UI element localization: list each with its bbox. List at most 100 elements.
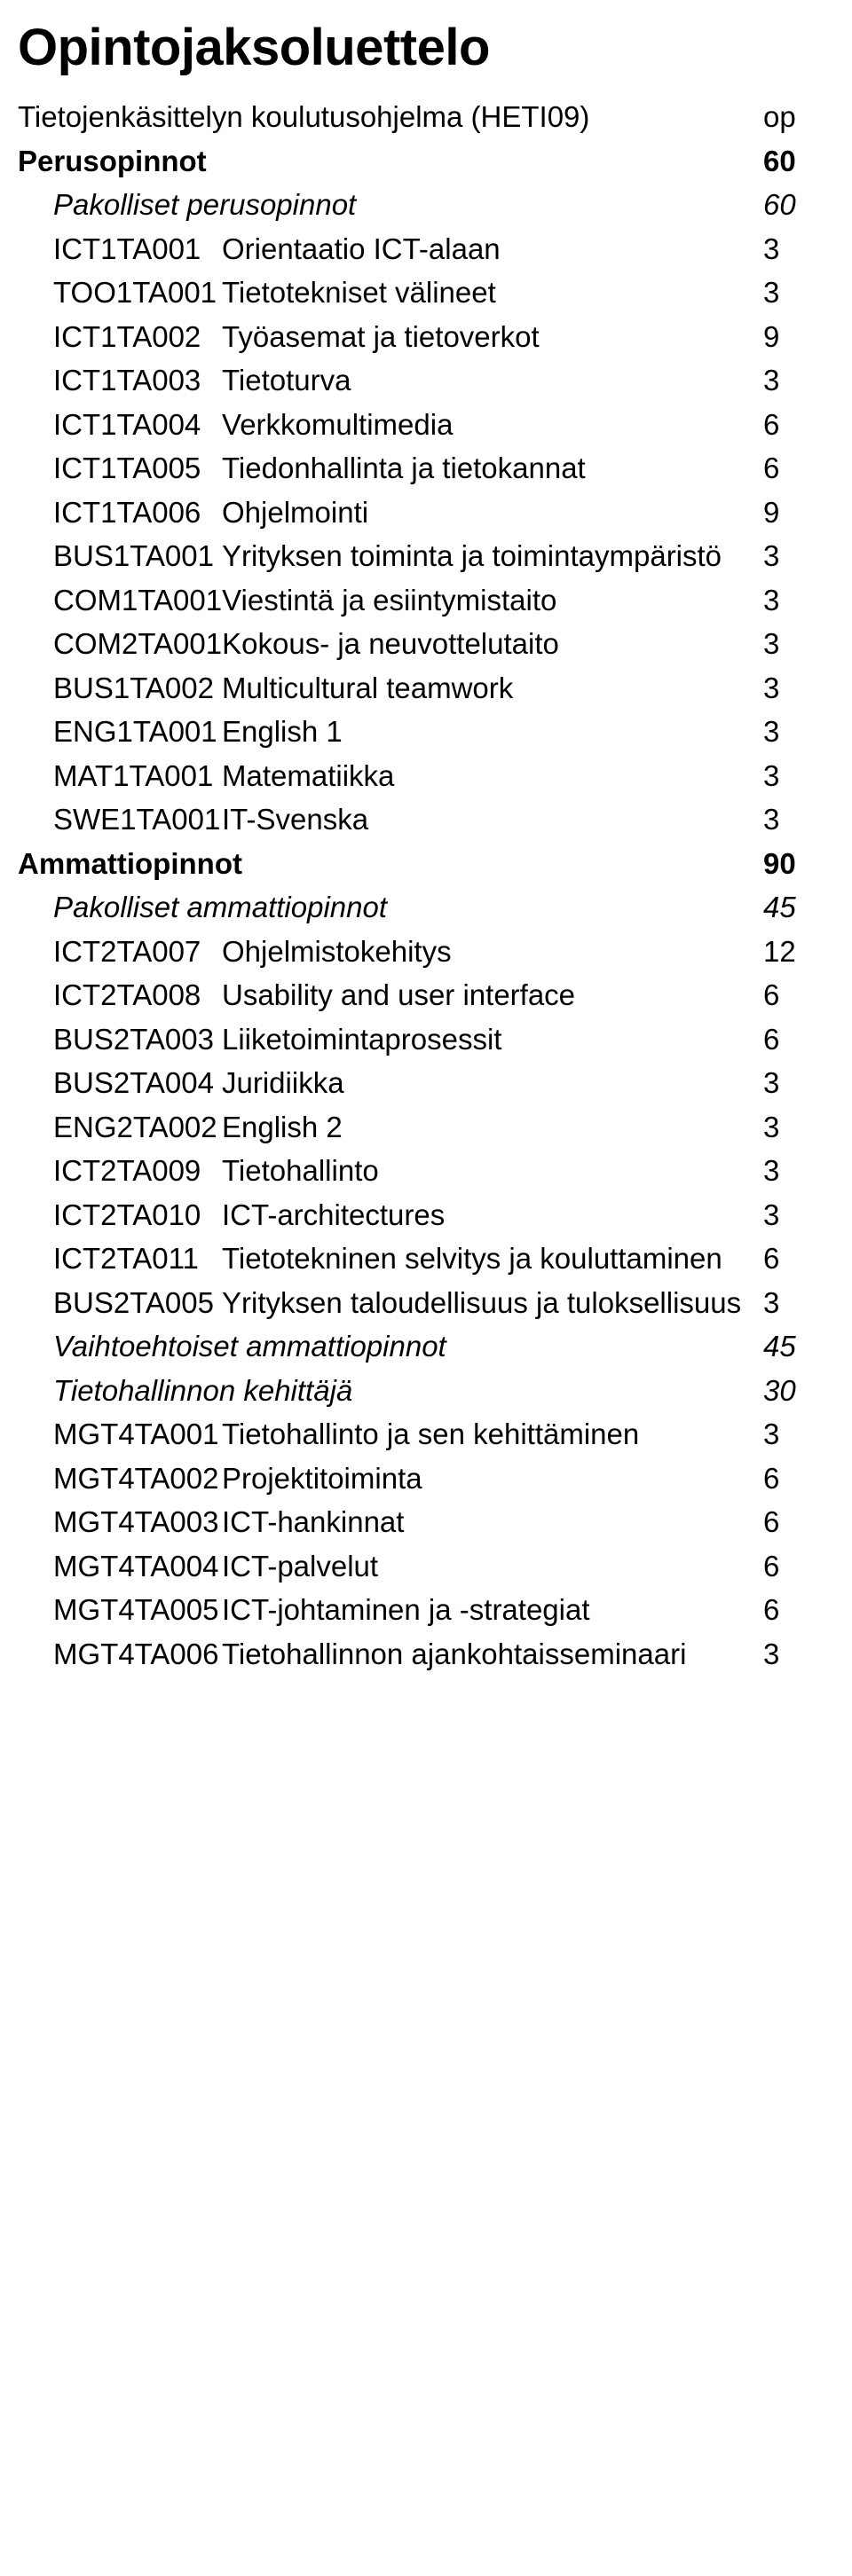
course-credits: 3 [763,578,816,623]
course-name: Ohjelmistokehitys [222,930,763,974]
course-row: ICT1TA003Tietoturva3 [18,358,816,403]
course-row: Pakolliset ammattiopinnot45 [18,885,816,930]
course-name: Työasemat ja tietoverkot [222,318,763,355]
course-name: English 1 [222,710,763,754]
course-row: MGT4TA006Tietohallinnon ajankohtaissemin… [18,1632,816,1677]
course-credits: 6 [763,1544,816,1589]
course-row: ENG1TA001English 13 [18,710,816,754]
course-name: Liiketoimintaprosessit [222,1017,763,1062]
course-row: ICT2TA009Tietohallinto3 [18,1149,816,1193]
course-name: Viestintä ja esiintymistaito [222,578,763,623]
course-credits: 6 [763,1457,816,1501]
course-credits: 6 [763,1017,816,1062]
course-name: Usability and user interface [222,973,763,1017]
course-credits: 3 [763,710,816,754]
course-code: ICT2TA008 [18,973,222,1017]
course-credits: 6 [763,1588,816,1632]
course-row: Tietohallinnon kehittäjä30 [18,1369,816,1413]
row-value: 30 [763,1369,816,1413]
course-table: Tietojenkäsittelyn koulutusohjelma (HETI… [18,95,816,1676]
row-label: Pakolliset perusopinnot [18,183,763,227]
course-name: ICT-hankinnat [222,1500,763,1544]
course-credits: 3 [763,1149,816,1193]
course-row: Tietojenkäsittelyn koulutusohjelma (HETI… [18,95,816,139]
course-row: SWE1TA001IT-Svenska3 [18,797,816,842]
course-credits: 3 [763,666,816,711]
course-code: ICT1TA002 [18,315,222,359]
row-value: 90 [763,842,816,886]
row-value: op [763,95,816,139]
course-credits: 3 [763,1061,816,1105]
course-code: ICT2TA010 [18,1193,222,1237]
course-name: Verkkomultimedia [222,403,763,447]
course-name: Projektitoiminta [222,1457,763,1501]
row-value: 45 [763,1324,816,1369]
course-row: BUS2TA003Liiketoimintaprosessit6 [18,1017,816,1062]
course-credits: 3 [763,754,816,798]
course-row: ICT1TA004Verkkomultimedia6 [18,403,816,447]
course-name: Matematiikka [222,754,763,798]
course-credits: 3 [763,271,816,315]
course-code: MGT4TA006 [18,1632,222,1677]
course-name: ICT-johtaminen ja -strategiat [222,1591,763,1628]
course-code: MGT4TA005 [18,1588,222,1632]
course-name: Yrityksen toiminta ja toimintaympäristö [222,538,763,574]
course-code: COM2TA001 [18,622,222,666]
course-name: ICT-architectures [222,1193,763,1237]
course-row: BUS1TA002Multicultural teamwork3 [18,666,816,711]
course-row: MGT4TA003ICT-hankinnat6 [18,1500,816,1544]
course-credits: 12 [763,930,816,974]
course-name: ICT-palvelut [222,1544,763,1589]
course-name: Juridiikka [222,1061,763,1105]
course-credits: 3 [763,227,816,271]
course-credits: 6 [763,973,816,1017]
course-code: ENG1TA001 [18,710,222,754]
course-row: ICT2TA007Ohjelmistokehitys12 [18,930,816,974]
course-credits: 6 [763,1500,816,1544]
course-row: ICT1TA002Työasemat ja tietoverkot9 [18,315,816,359]
row-value: 60 [763,139,816,184]
course-code: SWE1TA001 [18,797,222,842]
course-row: COM2TA001Kokous- ja neuvottelutaito3 [18,622,816,666]
course-credits: 3 [763,1632,816,1677]
course-name: Kokous- ja neuvottelutaito [222,622,763,666]
course-credits: 6 [763,446,816,491]
course-name: English 2 [222,1105,763,1150]
course-code: ICT1TA006 [18,491,222,535]
course-name: IT-Svenska [222,797,763,842]
course-credits: 3 [763,1105,816,1150]
course-code: BUS2TA004 [18,1061,222,1105]
course-row: ICT1TA001Orientaatio ICT-alaan3 [18,227,816,271]
row-value: 45 [763,885,816,930]
course-name: Tietohallinto [222,1149,763,1193]
course-credits: 3 [763,1281,816,1325]
course-code: TOO1TA001 [18,271,222,315]
course-row: ICT1TA006Ohjelmointi9 [18,491,816,535]
course-row: BUS1TA001Yrityksen toiminta ja toimintay… [18,534,816,578]
course-name: Yrityksen taloudellisuus ja tuloksellisu… [222,1284,763,1321]
course-code: MGT4TA002 [18,1457,222,1501]
course-name: Tietoturva [222,358,763,403]
course-name: Tietotekniset välineet [222,271,763,315]
course-row: MGT4TA001Tietohallinto ja sen kehittämin… [18,1412,816,1457]
course-row: Ammattiopinnot90 [18,842,816,886]
course-code: ICT2TA009 [18,1149,222,1193]
course-credits: 3 [763,358,816,403]
course-name: Tietohallinnon ajankohtaisseminaari [222,1636,763,1672]
course-row: ICT2TA010ICT-architectures3 [18,1193,816,1237]
course-row: COM1TA001Viestintä ja esiintymistaito3 [18,578,816,623]
row-label: Ammattiopinnot [18,842,763,886]
course-row: ENG2TA002English 23 [18,1105,816,1150]
course-name: Tietotekninen selvitys ja kouluttaminen [222,1240,763,1276]
course-code: ICT2TA007 [18,930,222,974]
course-row: BUS2TA005Yrityksen taloudellisuus ja tul… [18,1281,816,1325]
course-code: MGT4TA004 [18,1544,222,1589]
course-credits: 9 [763,315,816,359]
course-code: BUS2TA003 [18,1017,222,1062]
course-code: ICT1TA005 [18,446,222,491]
row-label: Perusopinnot [18,139,763,184]
course-code: ICT2TA011 [18,1237,222,1281]
course-credits: 3 [763,622,816,666]
course-credits: 3 [763,1193,816,1237]
course-row: Pakolliset perusopinnot60 [18,183,816,227]
